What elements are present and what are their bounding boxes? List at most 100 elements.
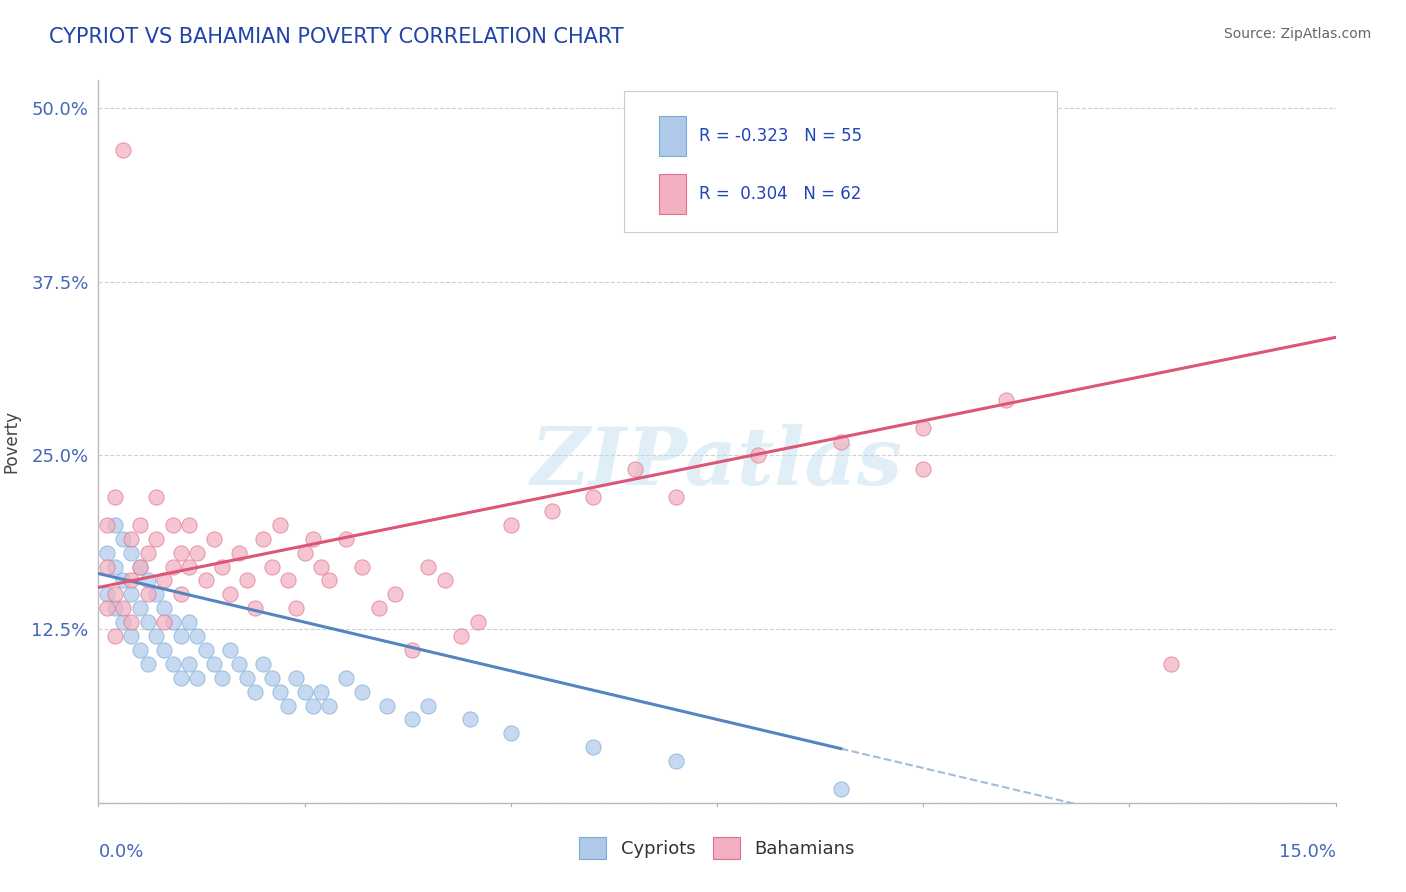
Point [499,517,522,532]
Point [153,601,176,615]
Point [186,629,208,643]
Point [96,517,118,532]
Point [285,601,308,615]
Point [450,629,472,643]
Point [252,657,274,671]
Point [96,601,118,615]
Point [170,546,193,560]
Point [145,532,167,546]
Point [202,657,225,671]
Point [665,490,688,504]
Point [170,629,193,643]
Point [170,671,193,685]
Point [269,517,291,532]
Point [582,740,605,755]
Bar [659,174,686,214]
Point [186,671,208,685]
Point [219,587,242,601]
Point [384,587,406,601]
Point [418,559,440,574]
Point [104,629,127,643]
FancyBboxPatch shape [624,91,1057,232]
Point [112,143,135,157]
Point [128,559,150,574]
Point [128,643,150,657]
Text: R =  0.304   N = 62: R = 0.304 N = 62 [699,185,860,203]
Point [335,671,357,685]
Point [112,574,135,588]
Point [285,671,308,685]
Point [179,517,201,532]
Point [136,587,159,601]
Point [277,574,299,588]
Point [228,657,250,671]
Point [179,559,201,574]
Point [294,546,316,560]
Text: Source: ZipAtlas.com: Source: ZipAtlas.com [1223,27,1371,41]
Point [318,698,340,713]
Point [252,532,274,546]
Point [260,559,283,574]
Text: 0.0%: 0.0% [98,843,143,861]
Point [194,574,217,588]
Point [747,449,769,463]
Text: R = -0.323   N = 55: R = -0.323 N = 55 [699,128,862,145]
Point [912,420,935,434]
Point [104,490,127,504]
Point [302,532,325,546]
Point [112,532,135,546]
Point [302,698,325,713]
Point [219,643,242,657]
Point [401,643,423,657]
Point [145,587,167,601]
Point [128,601,150,615]
Point [96,559,118,574]
Point [830,434,852,449]
Point [309,559,332,574]
Point [352,559,374,574]
Point [309,684,332,698]
Point [912,462,935,476]
Point [104,601,127,615]
Point [162,517,184,532]
Point [136,546,159,560]
Point [128,559,150,574]
Point [179,657,201,671]
Point [236,574,259,588]
Point [418,698,440,713]
Point [194,643,217,657]
Point [136,574,159,588]
Point [145,490,167,504]
Point [352,684,374,698]
Point [120,574,142,588]
Point [96,587,118,601]
Point [202,532,225,546]
Point [120,587,142,601]
Point [211,671,233,685]
Point [260,671,283,685]
Text: CYPRIOT VS BAHAMIAN POVERTY CORRELATION CHART: CYPRIOT VS BAHAMIAN POVERTY CORRELATION … [49,27,624,46]
Point [128,517,150,532]
Point [243,601,266,615]
Point [145,629,167,643]
Point [120,546,142,560]
Point [112,615,135,630]
Point [277,698,299,713]
Point [367,601,389,615]
Point [104,587,127,601]
Point [582,490,605,504]
Point [136,657,159,671]
Point [153,615,176,630]
Point [335,532,357,546]
Point [375,698,398,713]
Bar [659,116,686,156]
Point [136,615,159,630]
Point [830,781,852,796]
Point [433,574,456,588]
Point [458,713,481,727]
Point [179,615,201,630]
Point [120,532,142,546]
Point [665,754,688,768]
Point [162,559,184,574]
Point [318,574,340,588]
